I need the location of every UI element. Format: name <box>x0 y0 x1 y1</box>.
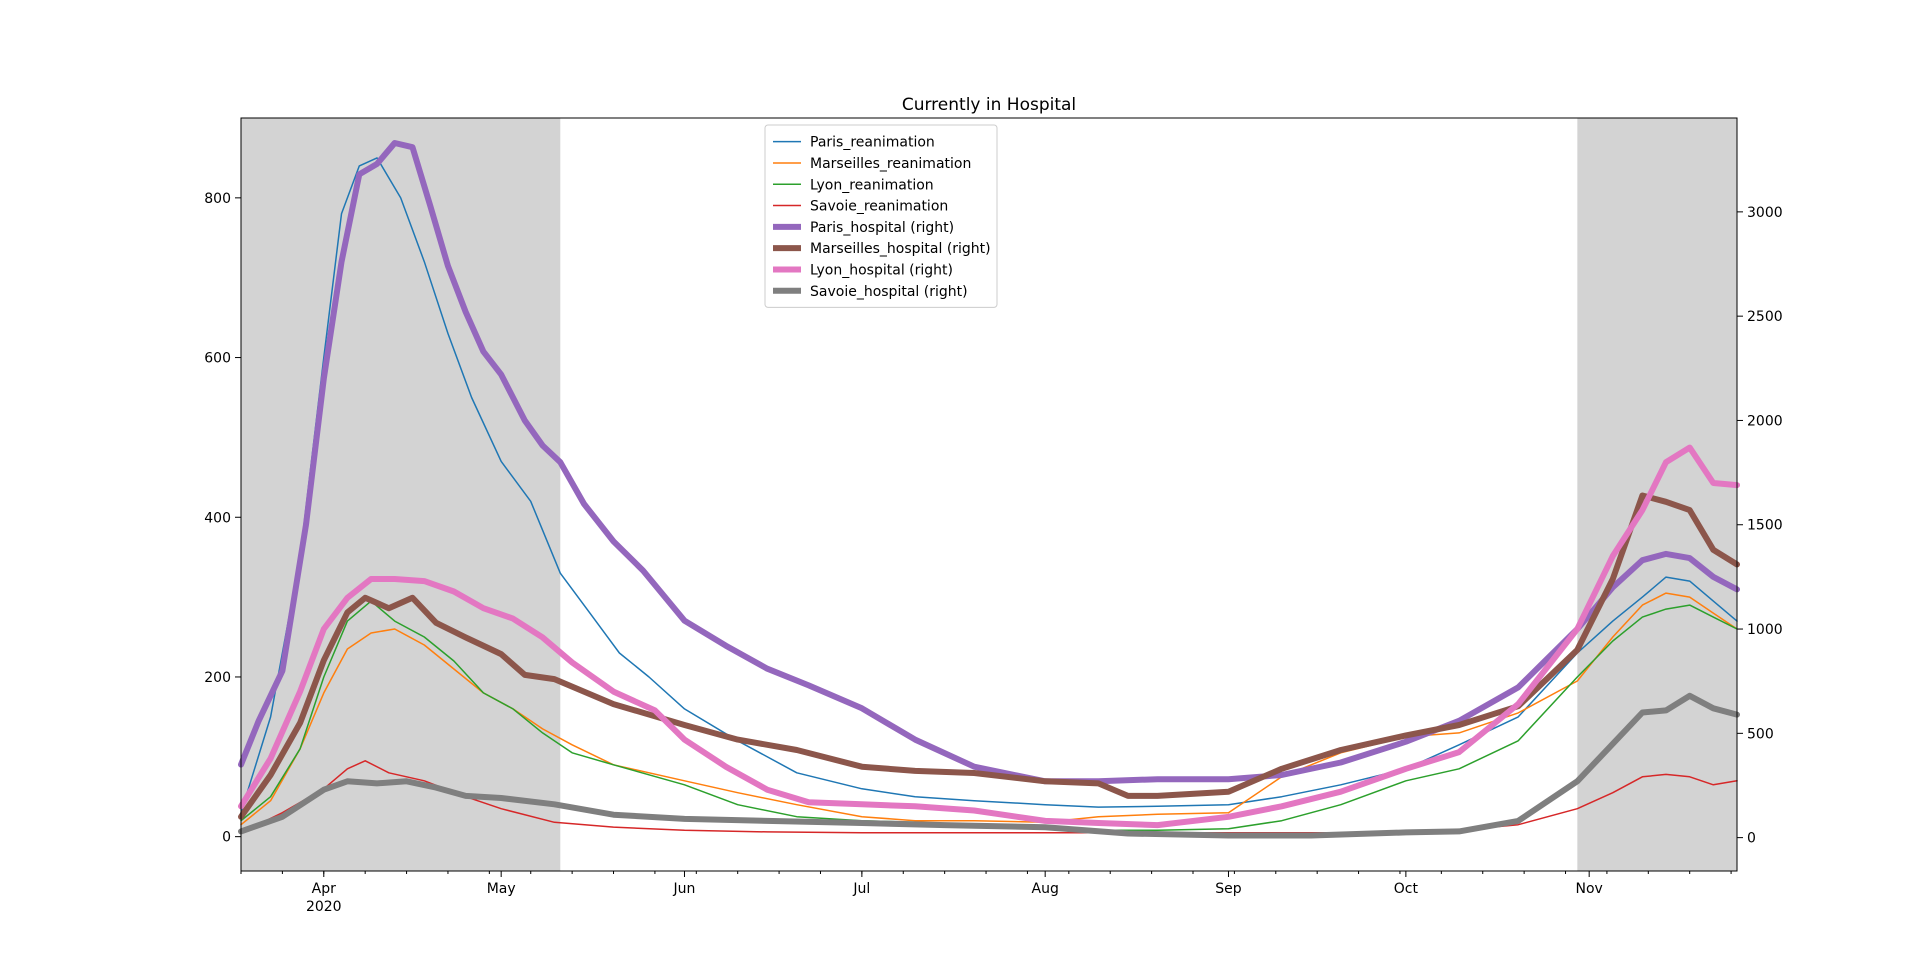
series-line-savoie-reanimation <box>240 760 1738 834</box>
x-tick-label: Jun <box>673 881 696 897</box>
plot-frame <box>240 117 1738 872</box>
x-tick-label: Apr <box>312 881 336 897</box>
y-right-tick-label: 1000 <box>1747 622 1783 638</box>
legend-label: Savoie_hospital (right) <box>810 284 968 300</box>
series-line-marseilles-hospital-right <box>238 492 1740 820</box>
y-left-tick-label: 0 <box>222 830 231 846</box>
y-axis-left: 0 200 400 600 800 <box>204 191 241 846</box>
series-line-marseilles-reanimation <box>240 592 1738 826</box>
y-left-tick-label: 200 <box>204 670 231 686</box>
y-right-tick-label: 500 <box>1747 726 1774 742</box>
series-line-paris-reanimation <box>240 157 1738 814</box>
y-right-tick-label: 1500 <box>1747 518 1783 534</box>
legend-label: Savoie_reanimation <box>810 199 948 215</box>
legend-label: Paris_reanimation <box>810 135 935 151</box>
x-tick-label: Aug <box>1032 881 1059 897</box>
legend-box <box>764 124 998 308</box>
x-tick-label: Jul <box>852 881 870 897</box>
series-line-paris-hospital-right <box>238 140 1740 785</box>
shaded-period <box>241 118 561 871</box>
x-tick-label: Sep <box>1215 881 1242 897</box>
legend-label: Lyon_hospital (right) <box>810 262 953 278</box>
legend-label: Marseilles_reanimation <box>810 156 971 172</box>
x-tick-label: Nov <box>1576 881 1603 897</box>
legend-label: Marseilles_hospital (right) <box>810 241 991 257</box>
series-line-lyon-hospital-right <box>238 444 1740 829</box>
y-right-tick-label: 3000 <box>1747 205 1783 221</box>
x-axis: Apr 2020 May Jun Jul Aug Sep Oct Nov <box>240 871 1732 915</box>
series-line-savoie-hospital-right <box>238 692 1740 839</box>
y-axis-right: 0 500 1000 1500 2000 2500 3000 <box>1737 205 1783 847</box>
lockdown-shading <box>241 118 1737 871</box>
x-tick-sublabel: 2020 <box>306 899 342 915</box>
y-left-tick-label: 600 <box>204 351 231 367</box>
x-tick-label: Oct <box>1394 881 1419 897</box>
y-right-tick-label: 2000 <box>1747 413 1783 429</box>
y-left-tick-label: 800 <box>204 191 231 207</box>
y-left-tick-label: 400 <box>204 510 231 526</box>
y-right-tick-label: 0 <box>1747 831 1756 847</box>
series-layer <box>238 140 1740 839</box>
chart-title: Currently in Hospital <box>902 95 1076 115</box>
shaded-period <box>1577 118 1737 871</box>
legend: Paris_reanimation Marseilles_reanimation L… <box>764 124 998 308</box>
x-tick-label: May <box>487 881 516 897</box>
legend-label: Paris_hospital (right) <box>810 220 954 236</box>
y-right-tick-label: 2500 <box>1747 309 1783 325</box>
legend-label: Lyon_reanimation <box>810 177 934 193</box>
